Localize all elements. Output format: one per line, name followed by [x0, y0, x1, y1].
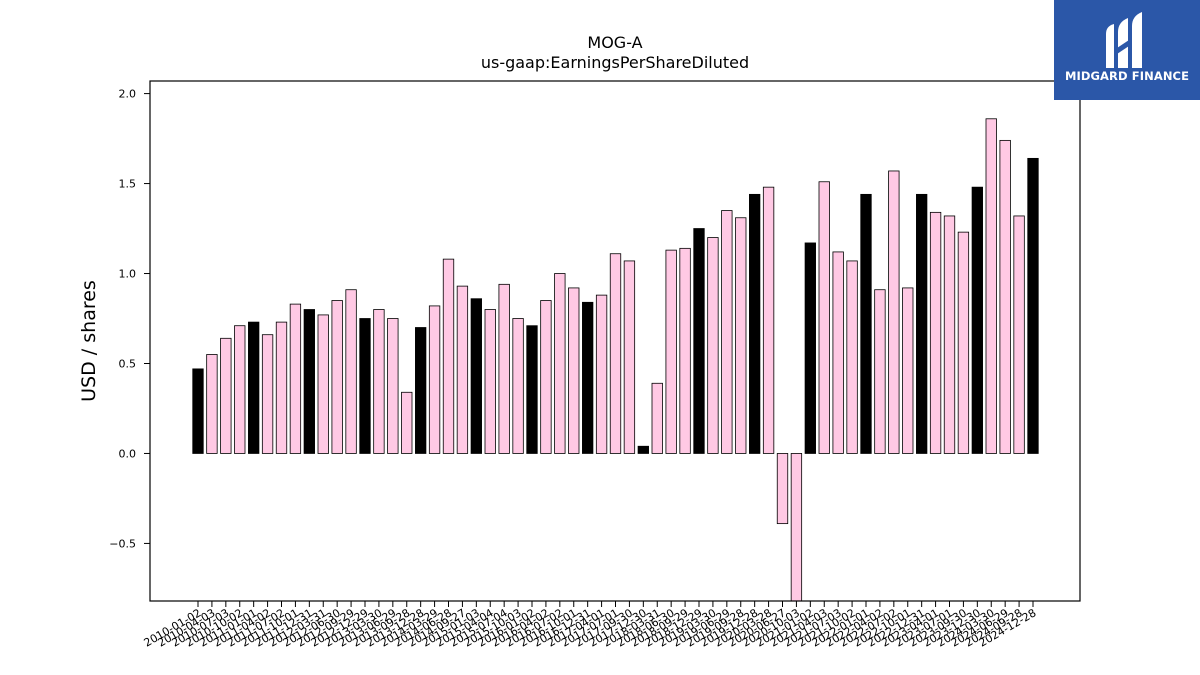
bar [874, 289, 886, 454]
bar [916, 193, 928, 454]
chart-subtitle: us-gaap:EarningsPerShareDiluted [481, 53, 749, 72]
bar [456, 285, 469, 454]
bar [220, 337, 232, 454]
bar [888, 170, 900, 454]
bar [665, 249, 677, 454]
bar [428, 305, 441, 454]
bar [289, 303, 302, 454]
bar [929, 211, 942, 454]
bar [470, 298, 482, 454]
bar [721, 210, 733, 454]
bar [275, 321, 288, 454]
bar [261, 334, 274, 454]
bar [957, 231, 970, 454]
bar [999, 139, 1011, 454]
bar [401, 391, 413, 454]
bar [776, 453, 789, 525]
bar [512, 318, 524, 454]
bar [902, 287, 914, 454]
bar [192, 368, 204, 454]
y-axis-label: USD / shares [78, 280, 100, 402]
bar [206, 354, 218, 454]
bar [345, 289, 357, 454]
y-tick-label: 1.5 [119, 178, 137, 191]
logo: MIDGARD FINANCE [1054, 0, 1200, 100]
bar [317, 314, 329, 454]
logo-text: MIDGARD FINANCE [1064, 69, 1190, 83]
bar [804, 242, 816, 454]
bar [484, 309, 496, 454]
bar [790, 453, 803, 602]
midgard-logo-icon [1106, 12, 1142, 68]
y-tick-label: 0.0 [119, 447, 137, 460]
bar [679, 247, 691, 454]
bar [860, 193, 872, 454]
y-ticks-group: −0.5 0.0 0.5 1.0 1.5 2.0 [109, 88, 150, 550]
chart-title: MOG-A [587, 33, 642, 52]
bar [707, 237, 719, 454]
bar [846, 260, 858, 454]
bar [540, 300, 552, 454]
bar [832, 251, 844, 454]
y-tick-label: 1.0 [119, 268, 137, 281]
bar [373, 309, 385, 454]
bar [248, 321, 260, 454]
bar [637, 445, 649, 454]
bar [1013, 215, 1025, 454]
bar [582, 301, 594, 454]
bar [359, 318, 371, 454]
y-tick-label: 0.5 [119, 357, 137, 370]
y-tick-label: −0.5 [109, 537, 136, 550]
bar [609, 253, 622, 454]
bar [387, 318, 399, 454]
bar [1027, 157, 1039, 454]
bar [985, 118, 997, 454]
bar [623, 260, 636, 454]
bar [234, 325, 246, 454]
bar [568, 287, 580, 454]
bar [554, 273, 566, 454]
bar [595, 294, 608, 454]
bar [818, 181, 830, 454]
x-ticks-group: 2010-01-022010-04-032010-07-032010-10-02… [142, 601, 1039, 650]
bar [762, 186, 775, 454]
bar [749, 193, 761, 454]
bar [735, 217, 747, 454]
bar [971, 186, 983, 454]
bar [331, 300, 343, 454]
bar [498, 283, 510, 454]
bar [526, 325, 538, 454]
bars-group [192, 118, 1039, 602]
bar [943, 215, 956, 454]
bar [442, 258, 455, 454]
y-tick-label: 2.0 [119, 88, 137, 101]
bar [415, 327, 427, 454]
bar [651, 382, 663, 454]
bar [693, 228, 705, 454]
plot-frame [149, 80, 1081, 602]
bar [303, 309, 315, 454]
